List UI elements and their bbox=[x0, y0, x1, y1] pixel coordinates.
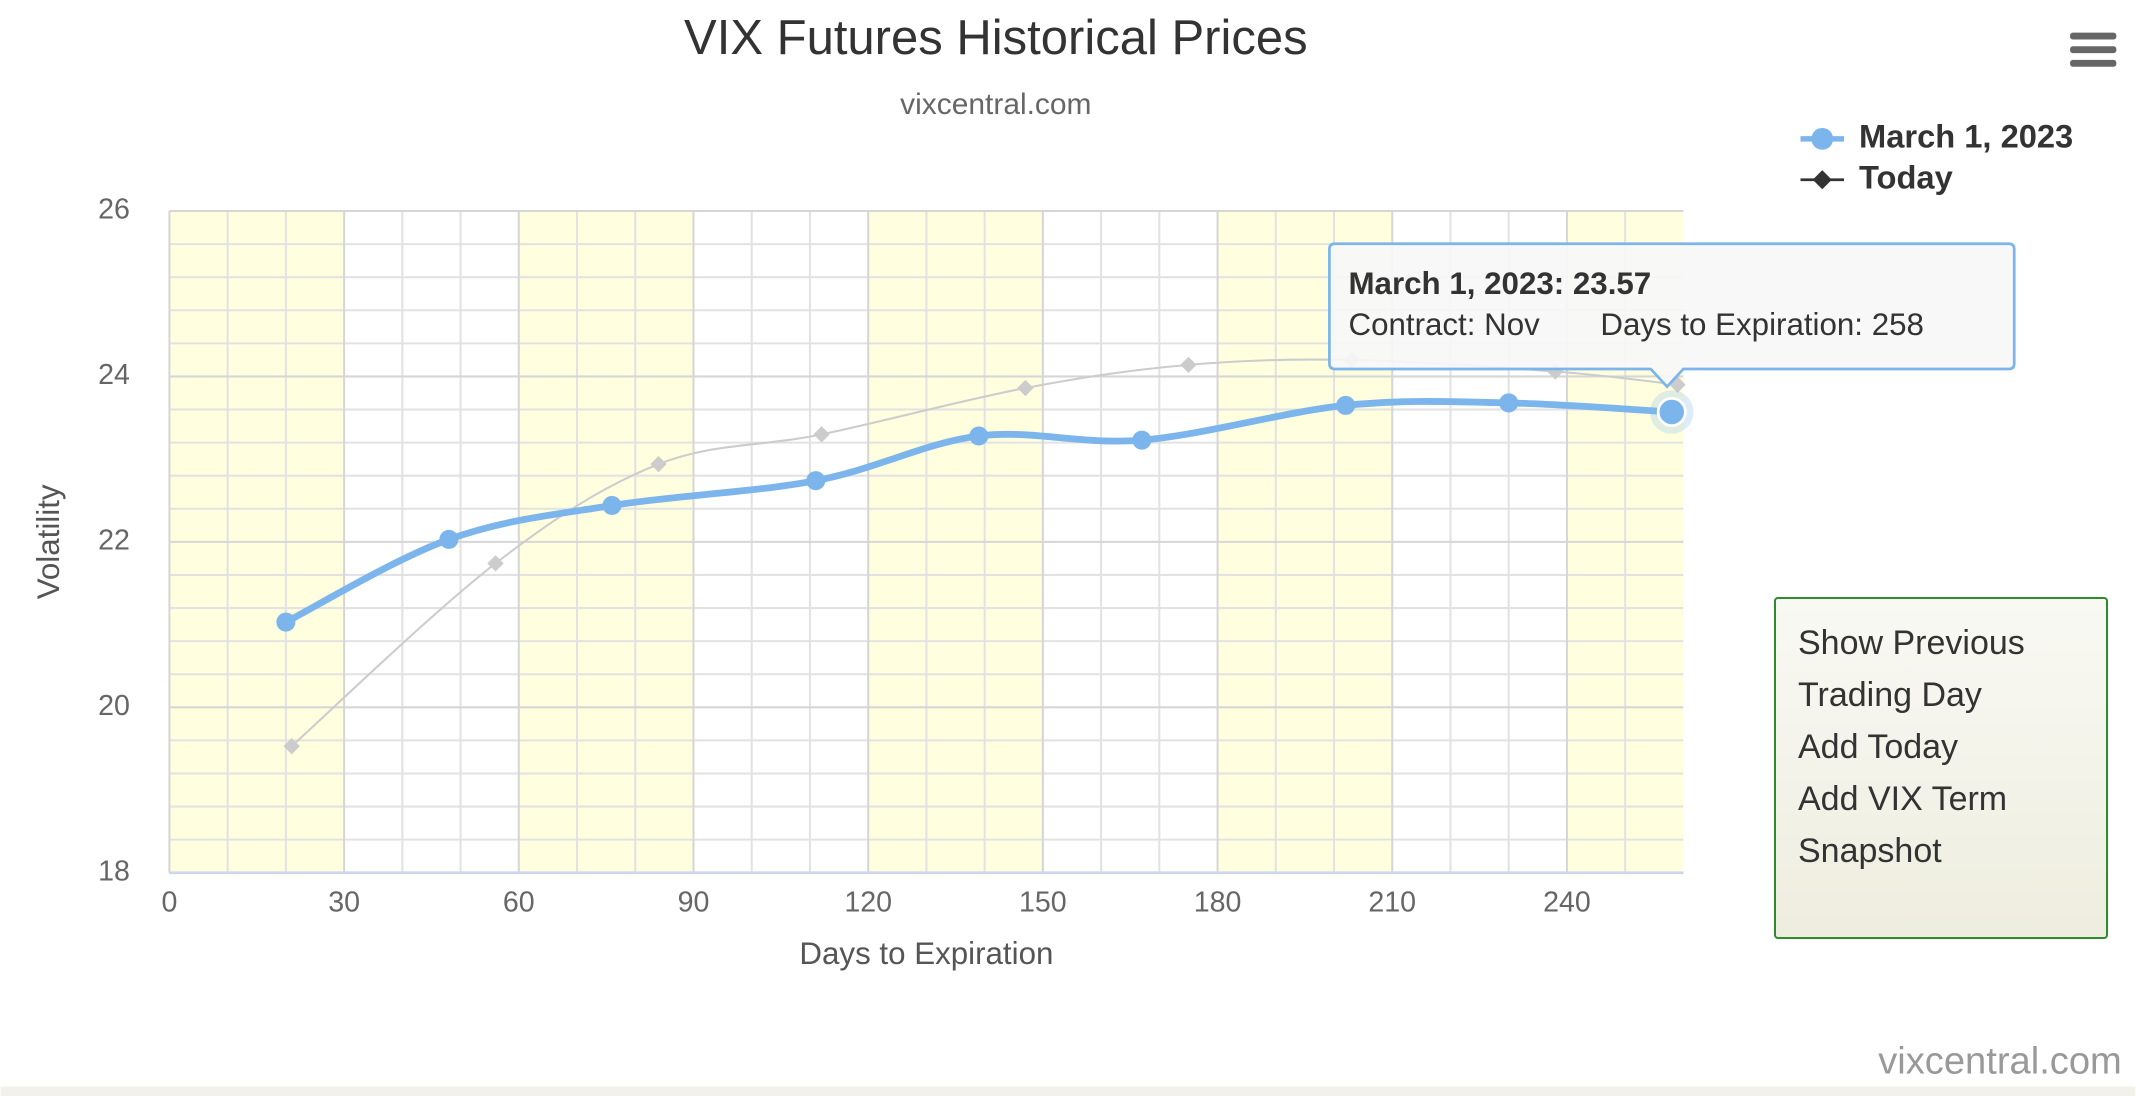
y-tick-label: 26 bbox=[98, 194, 130, 226]
y-tick-label: 20 bbox=[98, 690, 130, 722]
x-tick-label: 90 bbox=[678, 887, 710, 919]
data-point bbox=[602, 495, 622, 516]
data-point bbox=[1180, 356, 1197, 374]
x-tick-label: 210 bbox=[1368, 887, 1416, 919]
legend-label: Today bbox=[1859, 158, 1953, 195]
x-tick-label: 120 bbox=[844, 887, 892, 919]
menu-bar bbox=[2070, 59, 2117, 67]
x-tick-label: 180 bbox=[1194, 887, 1242, 919]
data-point bbox=[1499, 393, 1519, 413]
data-point bbox=[283, 737, 300, 755]
data-point bbox=[439, 529, 459, 549]
menu-button[interactable] bbox=[2070, 32, 2117, 67]
footer-strip bbox=[0, 1086, 2136, 1096]
menu-bar bbox=[2070, 32, 2117, 40]
menu-item[interactable]: Snapshot bbox=[1798, 832, 1942, 870]
chart-title: VIX Futures Historical Prices bbox=[684, 11, 1308, 65]
hover-point bbox=[1656, 397, 1687, 427]
data-point bbox=[487, 555, 504, 572]
tooltip-line: Days to Expiration: 258 bbox=[1600, 307, 1924, 342]
tooltip-line: Contract: Nov bbox=[1348, 307, 1540, 342]
tooltip-title: March 1, 2023: 23.57 bbox=[1348, 266, 1651, 301]
menu-item[interactable]: Show Previous Trading Day bbox=[1798, 624, 2025, 714]
data-point bbox=[650, 455, 667, 473]
x-tick-label: 0 bbox=[161, 887, 177, 919]
data-point bbox=[969, 426, 989, 446]
plot-area bbox=[168, 210, 1684, 874]
x-tick-label: 60 bbox=[503, 887, 535, 919]
menu-item[interactable]: Add Today bbox=[1798, 728, 1959, 766]
y-axis-title: Volatility bbox=[31, 484, 66, 599]
legend-marker bbox=[1811, 127, 1834, 150]
tooltip-box bbox=[1328, 242, 2016, 389]
legend-label: March 1, 2023 bbox=[1859, 117, 2073, 154]
y-tick-label: 18 bbox=[98, 855, 130, 887]
x-axis-title: Days to Expiration bbox=[799, 936, 1053, 971]
x-tick-label: 240 bbox=[1543, 887, 1591, 919]
legend-item[interactable]: March 1, 2023 bbox=[1800, 117, 2073, 154]
y-tick-label: 22 bbox=[98, 524, 130, 556]
x-tick-label: 150 bbox=[1019, 887, 1067, 919]
chart-subtitle: vixcentral.com bbox=[900, 88, 1091, 121]
credits: vixcentral.com bbox=[1878, 1039, 2122, 1082]
legend-item[interactable]: Today bbox=[1800, 158, 1953, 195]
context-menu: Show Previous Trading Day Add Today Add VI… bbox=[1774, 597, 2108, 939]
legend-marker bbox=[1812, 170, 1832, 190]
y-tick-label: 24 bbox=[98, 359, 130, 391]
tooltip: March 1, 2023: 23.57 Contract: Nov Days to… bbox=[1328, 242, 2016, 389]
data-point bbox=[1336, 395, 1356, 415]
x-tick-label: 30 bbox=[328, 887, 360, 919]
data-point bbox=[813, 426, 830, 443]
menu-item[interactable]: Add VIX Term bbox=[1798, 780, 2008, 818]
data-point bbox=[1132, 430, 1152, 450]
data-point bbox=[806, 471, 826, 491]
data-point bbox=[276, 612, 296, 632]
menu-bar bbox=[2070, 46, 2117, 54]
